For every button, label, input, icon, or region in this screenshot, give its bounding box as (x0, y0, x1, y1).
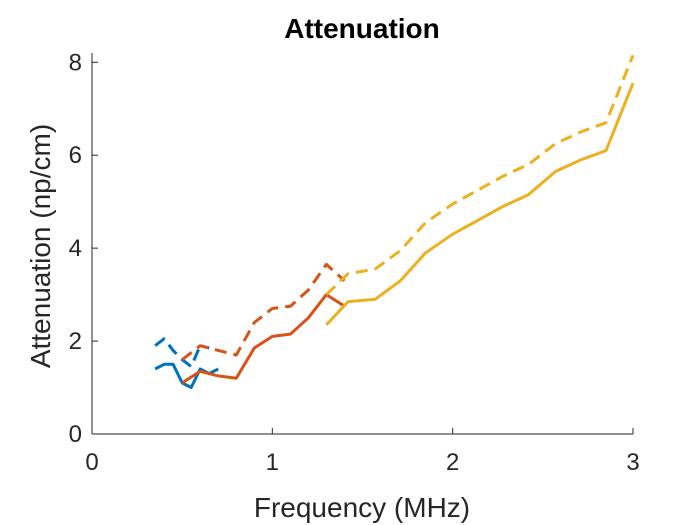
y-tick-label: 0 (69, 421, 82, 448)
x-tick-label: 2 (446, 449, 459, 476)
y-tick-label: 6 (69, 142, 82, 169)
chart-title: Attenuation (284, 13, 440, 44)
y-tick-label: 4 (69, 235, 82, 262)
y-axis-label: Attenuation (np/cm) (25, 124, 56, 368)
series-line-4 (181, 262, 346, 361)
series-line-1 (154, 362, 219, 389)
series-line-6 (325, 54, 635, 296)
x-axis-label: Frequency (MHz) (254, 492, 470, 523)
y-tick-label: 8 (69, 49, 82, 76)
series-line-3 (181, 293, 346, 385)
plot-area: 0 1 2 3 0 2 4 6 8 (69, 49, 640, 476)
y-tick-label: 2 (69, 328, 82, 355)
x-tick-label: 0 (85, 449, 98, 476)
x-tick-label: 1 (266, 449, 279, 476)
x-tick-label: 3 (626, 449, 639, 476)
series-line-5 (325, 82, 635, 326)
series-line-2 (154, 337, 210, 369)
